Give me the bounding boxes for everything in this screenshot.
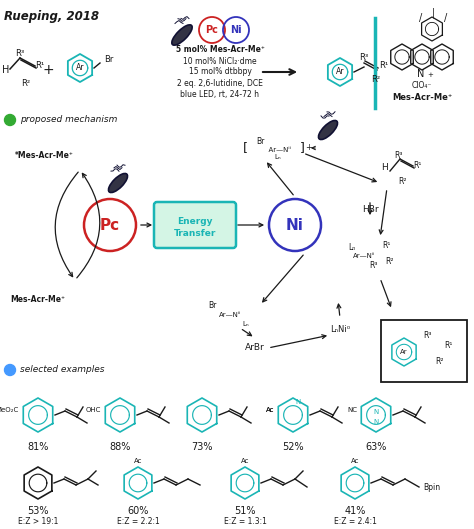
Text: R¹: R¹ — [36, 61, 45, 70]
Text: Ac: Ac — [241, 458, 249, 464]
Circle shape — [4, 114, 16, 125]
Circle shape — [4, 364, 16, 376]
Text: E:Z = 2.4:1: E:Z = 2.4:1 — [334, 517, 376, 526]
Text: Ni: Ni — [230, 25, 242, 35]
Text: selected examples: selected examples — [20, 366, 104, 375]
FancyBboxPatch shape — [381, 320, 467, 382]
FancyBboxPatch shape — [154, 202, 236, 248]
Text: blue LED, rt, 24-72 h: blue LED, rt, 24-72 h — [181, 89, 259, 98]
Text: Lₙ: Lₙ — [349, 243, 356, 252]
Text: 15 mol% dtbbpy: 15 mol% dtbbpy — [189, 68, 251, 77]
Text: N: N — [374, 409, 379, 415]
Ellipse shape — [172, 25, 192, 45]
Ellipse shape — [109, 174, 128, 193]
Text: Br: Br — [256, 138, 264, 147]
Text: ArBr: ArBr — [245, 343, 265, 352]
Text: 41%: 41% — [344, 506, 365, 516]
Text: 60%: 60% — [128, 506, 149, 516]
Text: Ar—Nⁱⁱ: Ar—Nⁱⁱ — [353, 253, 375, 259]
Text: Br: Br — [208, 300, 216, 309]
Text: Energy: Energy — [177, 216, 213, 225]
Text: R³: R³ — [370, 261, 378, 270]
Ellipse shape — [319, 121, 337, 140]
Text: R²: R² — [386, 258, 394, 267]
Text: R¹: R¹ — [382, 242, 390, 251]
Text: E:Z > 19:1: E:Z > 19:1 — [18, 517, 58, 526]
Text: Ar: Ar — [76, 63, 84, 72]
Text: R²: R² — [399, 177, 407, 186]
Text: R²: R² — [436, 357, 444, 366]
Text: H: H — [2, 65, 9, 75]
Text: Rueping, 2018: Rueping, 2018 — [4, 10, 99, 23]
Text: [: [ — [243, 141, 248, 154]
Text: Ar: Ar — [400, 349, 408, 355]
Text: E:Z = 1.3:1: E:Z = 1.3:1 — [224, 517, 266, 526]
Text: N: N — [374, 419, 379, 425]
Text: NC: NC — [347, 407, 357, 413]
Text: Lₙ: Lₙ — [274, 154, 281, 160]
Text: 2 eq. 2,6-lutidine, DCE: 2 eq. 2,6-lutidine, DCE — [177, 78, 263, 87]
Text: Ar—Nⁱⁱ: Ar—Nⁱⁱ — [219, 312, 241, 318]
Text: +: + — [427, 72, 433, 78]
Text: R³: R³ — [424, 332, 432, 341]
Text: N: N — [295, 399, 301, 405]
Text: N: N — [417, 69, 425, 79]
Text: proposed mechanism: proposed mechanism — [20, 115, 118, 124]
Text: +: + — [42, 63, 54, 77]
Text: MeO₂C: MeO₂C — [0, 407, 19, 413]
Text: Transfer: Transfer — [174, 230, 216, 239]
Text: R³: R³ — [359, 52, 369, 61]
Text: Lₙ: Lₙ — [242, 321, 249, 327]
Text: Ac: Ac — [351, 458, 359, 464]
Text: Ac: Ac — [134, 458, 142, 464]
Text: Ar: Ar — [336, 68, 344, 77]
Text: 63%: 63% — [365, 442, 387, 452]
Text: Mes-Acr-Me⁺: Mes-Acr-Me⁺ — [10, 296, 65, 305]
Text: 88%: 88% — [109, 442, 131, 452]
Text: *Mes-Acr-Me⁺: *Mes-Acr-Me⁺ — [15, 150, 73, 160]
Text: Pc: Pc — [206, 25, 219, 35]
Text: Mes-Acr-Me⁺: Mes-Acr-Me⁺ — [392, 93, 452, 102]
Text: R²: R² — [372, 76, 381, 85]
Text: Bpin: Bpin — [423, 482, 440, 491]
Text: R¹: R¹ — [444, 341, 452, 350]
Text: ClO₄⁻: ClO₄⁻ — [412, 80, 432, 89]
Text: /: / — [419, 13, 422, 23]
Text: Ni: Ni — [286, 217, 304, 233]
Text: +: + — [305, 143, 312, 152]
Text: 73%: 73% — [191, 442, 213, 452]
Text: Ar—Nⁱⁱ: Ar—Nⁱⁱ — [264, 147, 291, 153]
Text: Pc: Pc — [100, 217, 120, 233]
Text: HBr: HBr — [362, 205, 378, 214]
Text: Ac: Ac — [265, 407, 274, 413]
Text: |: | — [432, 7, 435, 17]
Text: R³: R³ — [15, 50, 25, 59]
Text: 52%: 52% — [282, 442, 304, 452]
Text: ]: ] — [300, 141, 305, 154]
Text: 10 mol% NiCl₂·dme: 10 mol% NiCl₂·dme — [183, 57, 257, 66]
Text: OHC: OHC — [86, 407, 101, 413]
Text: 81%: 81% — [27, 442, 49, 452]
Text: 5 mol% Mes-Acr-Me⁺: 5 mol% Mes-Acr-Me⁺ — [175, 45, 264, 54]
Text: 53%: 53% — [27, 506, 49, 516]
Text: /: / — [444, 13, 447, 23]
Text: R¹: R¹ — [379, 61, 389, 70]
Text: R¹: R¹ — [413, 161, 421, 170]
Text: R³: R³ — [395, 150, 403, 160]
Text: E:Z = 2.2:1: E:Z = 2.2:1 — [117, 517, 159, 526]
Text: R²: R² — [21, 78, 30, 87]
Text: Br: Br — [104, 56, 113, 65]
Text: 51%: 51% — [234, 506, 256, 516]
Text: Ac: Ac — [265, 407, 274, 413]
Text: H: H — [382, 163, 388, 172]
Text: LₙNi⁰: LₙNi⁰ — [330, 325, 350, 334]
